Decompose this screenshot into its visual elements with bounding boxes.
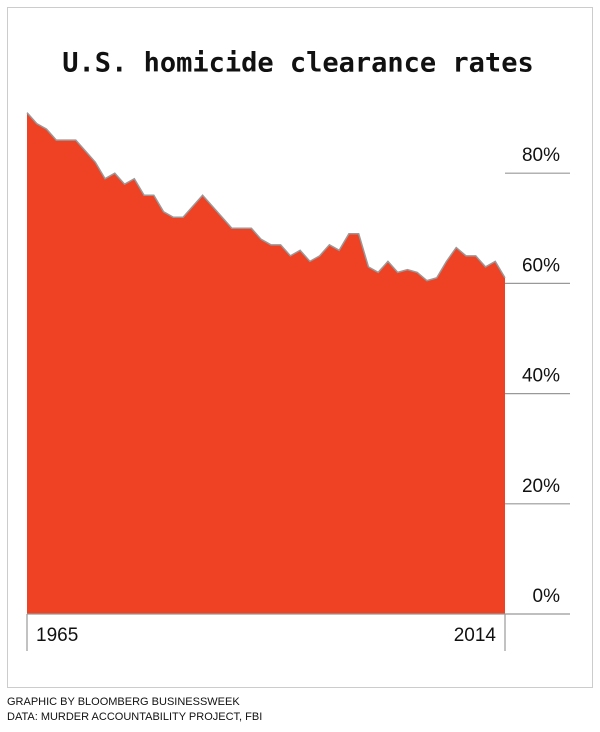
area-line: [26, 112, 506, 282]
source-line: DATA: MURDER ACCOUNTABILITY PROJECT, FBI: [7, 711, 262, 723]
source-line: GRAPHIC BY BLOOMBERG BUSINESSWEEK: [7, 696, 240, 708]
y-tick-label: 80%: [522, 145, 560, 166]
chart-title: U.S. homicide clearance rates: [62, 48, 533, 79]
y-tick-label: 60%: [522, 255, 560, 276]
y-tick-label: 40%: [522, 366, 560, 387]
frame: [7, 7, 593, 688]
area: [27, 112, 505, 614]
x-tick-label: 1965: [36, 625, 78, 646]
x-tick-label: 2014: [454, 625, 497, 646]
y-tick-label: 0%: [533, 586, 561, 607]
y-tick-label: 20%: [522, 476, 560, 497]
